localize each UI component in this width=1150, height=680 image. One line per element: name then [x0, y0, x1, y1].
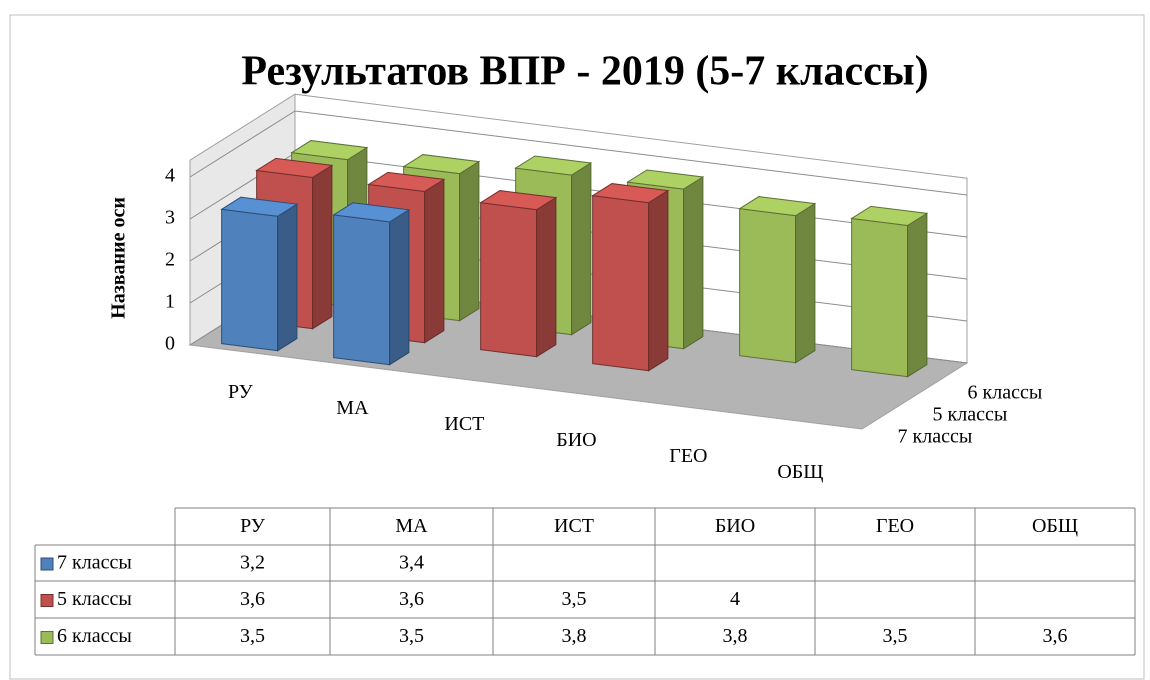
legend-label: 6 классы [57, 625, 132, 647]
bar-top [332, 202, 411, 223]
table-value: 3,5 [883, 625, 908, 647]
table-value: 3,6 [1043, 625, 1068, 647]
x-tick-label: РУ [228, 381, 254, 403]
bar-top [591, 183, 670, 204]
x-tick-label: МА [336, 397, 369, 419]
bar-side [648, 189, 669, 372]
bar-side [683, 176, 704, 350]
bar-side [536, 196, 557, 358]
bar-top [738, 196, 817, 217]
bar-side [312, 164, 333, 330]
table-value: 3,4 [399, 552, 424, 574]
table-value: 3,5 [562, 588, 587, 610]
bar [850, 205, 929, 378]
bar-side [277, 203, 298, 352]
bar-top [290, 140, 369, 161]
bar-front [851, 217, 909, 378]
bar-top [514, 155, 593, 176]
legend-label: 7 классы [57, 552, 132, 574]
data-table: РУ МА ИСТ БИО ГЕО ОБЩ 7 классы 3,2 3,4 5 классы 3,… [34, 507, 1136, 656]
bar [591, 183, 670, 372]
bar [332, 202, 411, 366]
y-tick-label: 4 [165, 165, 175, 187]
bar [738, 196, 817, 364]
depth-tick-label: 5 классы [933, 404, 1008, 426]
table-value: 3,8 [562, 625, 587, 647]
table-value: 3,5 [399, 625, 424, 647]
y-tick-label: 2 [165, 249, 175, 271]
legend-swatch [40, 557, 54, 571]
bar-top [367, 171, 446, 192]
table-header: ИСТ [554, 515, 594, 537]
bar-front [221, 208, 279, 352]
bar-side [571, 162, 592, 336]
table-header: ОБЩ [1032, 515, 1078, 537]
table-header: ГЕО [876, 515, 914, 537]
table-header: БИО [715, 515, 755, 537]
depth-tick-label: 7 классы [898, 426, 973, 448]
bar-front [480, 202, 538, 358]
legend-swatch [40, 631, 54, 644]
depth-tick-label: 6 классы [968, 382, 1043, 404]
bar-side [424, 178, 445, 344]
table-value: 3,5 [240, 625, 265, 647]
y-tick-label: 0 [165, 333, 175, 355]
table-value: 3,6 [240, 588, 265, 610]
bar-top [220, 196, 299, 217]
bar-front [739, 208, 797, 364]
bar-front [333, 214, 391, 366]
bar-side [459, 160, 480, 322]
bar-top [402, 154, 481, 175]
bar-top [479, 190, 558, 211]
grid-line [189, 110, 968, 196]
bar-side [907, 212, 928, 378]
table-header: МА [395, 515, 428, 537]
bar-side [795, 202, 816, 364]
bar-top [255, 157, 334, 178]
bar [220, 196, 299, 352]
bar-top [850, 205, 929, 226]
table-value: 3,6 [399, 588, 424, 610]
bar-side [389, 208, 410, 366]
bar-front [592, 195, 650, 372]
x-tick-label: ОБЩ [777, 461, 823, 483]
bar-top [626, 169, 705, 190]
y-tick-label: 1 [165, 291, 175, 313]
x-tick-label: БИО [556, 429, 596, 451]
table-value: 3,2 [240, 552, 265, 574]
y-tick-label: 3 [165, 207, 175, 229]
chart-title: Результатов ВПР - 2019 (5-7 классы) [241, 49, 928, 95]
x-tick-label: ИСТ [444, 413, 484, 435]
legend-label: 5 классы [57, 588, 132, 610]
bar [479, 190, 558, 358]
x-tick-label: ГЕО [669, 445, 707, 467]
table-value: 4 [730, 588, 740, 610]
legend-swatch [40, 594, 54, 607]
table-value: 3,8 [723, 625, 748, 647]
y-axis-title: Название оси [108, 197, 130, 319]
table-header: РУ [240, 515, 266, 537]
